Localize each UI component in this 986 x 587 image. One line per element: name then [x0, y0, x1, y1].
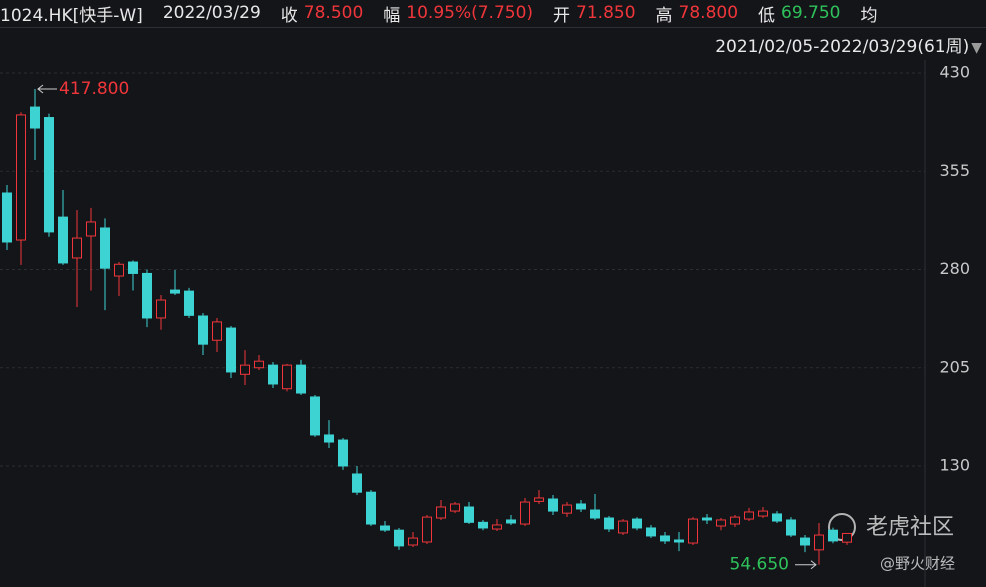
label: 低: [758, 5, 776, 26]
period-selector[interactable]: 2021/02/05-2022/03/29(61周) ▼: [715, 32, 982, 57]
candle-body: [688, 518, 698, 544]
candle-body: [310, 396, 320, 436]
watermark-logo: 老虎社区: [866, 515, 954, 540]
candle-body: [744, 511, 754, 520]
candle-body: [296, 364, 306, 394]
candle-body: [170, 289, 180, 294]
candle-body: [156, 299, 166, 319]
grid: [0, 72, 925, 467]
candle-body: [520, 501, 530, 525]
candle-body: [2, 192, 12, 243]
candle-body: [352, 473, 362, 493]
y-tick-label: 430: [939, 63, 970, 82]
candle-body: [16, 114, 26, 241]
candle-body: [212, 321, 222, 341]
value: 78.800: [678, 3, 739, 23]
candle-body: [464, 506, 474, 523]
candle-body: [702, 517, 712, 521]
range: 2021/02/05-2022/03/29(61周): [715, 37, 970, 57]
watermark: 老虎社区 @野火财经: [828, 513, 955, 573]
candle-body: [282, 364, 292, 390]
candle-body: [408, 537, 418, 546]
watermark-author: @野火财经: [880, 555, 955, 573]
candle-body: [674, 539, 684, 543]
y-tick-label: 355: [939, 161, 970, 180]
candle-body: [604, 517, 614, 530]
candle-body: [534, 497, 544, 502]
label: 幅: [383, 5, 401, 26]
candle-body: [814, 534, 824, 551]
candle-body: [30, 106, 40, 129]
label: 均: [860, 5, 878, 26]
candle-body: [800, 537, 810, 546]
candle-body: [394, 529, 404, 547]
candle-body: [100, 227, 110, 269]
candle-body: [772, 513, 782, 522]
candle-body: [506, 519, 516, 524]
candle-body: [142, 272, 152, 319]
candle-body: [114, 263, 124, 277]
annotation-arrowhead: [810, 560, 817, 570]
candle-body: [268, 364, 278, 385]
candle-body: [324, 434, 334, 443]
candle-body: [632, 518, 642, 529]
candle-body: [548, 498, 558, 512]
candle-body: [758, 510, 768, 517]
candle-body: [366, 491, 376, 525]
candle-body: [254, 360, 264, 369]
candle-body: [492, 524, 502, 530]
value: 78.500: [303, 3, 364, 23]
candle-body: [576, 503, 586, 510]
candle-body: [450, 503, 460, 512]
candle-body: [422, 516, 432, 543]
candle-body: [86, 221, 96, 237]
candle-body: [562, 504, 572, 514]
candle-body: [72, 237, 82, 259]
candle-body: [436, 506, 446, 519]
candle-body: [660, 535, 670, 542]
candle-body: [716, 519, 726, 527]
value: 10.95%(7.750): [406, 3, 534, 23]
value: 69.750: [781, 3, 841, 23]
candle-body: [44, 117, 54, 233]
candle-body: [198, 315, 208, 345]
symbol: 1024.HK[快手-W]: [0, 5, 143, 26]
label: 高: [655, 5, 673, 26]
quote-header: 1024.HK[快手-W] 2022/03/29 收 78.500 幅 10.95%…: [0, 0, 986, 26]
max-label: 417.800: [59, 79, 129, 99]
annotation-arrowhead: [37, 84, 44, 94]
dropdown-arrow: ▼: [971, 40, 982, 56]
min-label: 54.650: [730, 555, 789, 575]
y-tick-label: 205: [939, 357, 970, 376]
candle-body: [380, 525, 390, 531]
candle-body: [240, 364, 250, 375]
candle-body: [128, 261, 138, 274]
date: 2022/03/29: [162, 3, 261, 23]
candle-body: [646, 527, 656, 537]
separator: [0, 27, 986, 28]
candle-body: [590, 509, 600, 519]
candle-body: [618, 520, 628, 534]
y-tick-label: 130: [939, 456, 970, 475]
value: 71.850: [576, 3, 636, 23]
label: 收: [280, 5, 298, 26]
candle-body: [338, 439, 348, 467]
candle-body: [842, 532, 852, 543]
candle-body: [58, 216, 68, 264]
candle-body: [478, 521, 488, 529]
candle-body: [184, 290, 194, 316]
candle-body: [730, 516, 740, 525]
label: 开: [553, 5, 571, 26]
candle-body: [226, 327, 236, 373]
y-tick-label: 280: [939, 259, 970, 278]
candle-body: [828, 529, 838, 542]
candle-body: [786, 519, 796, 536]
